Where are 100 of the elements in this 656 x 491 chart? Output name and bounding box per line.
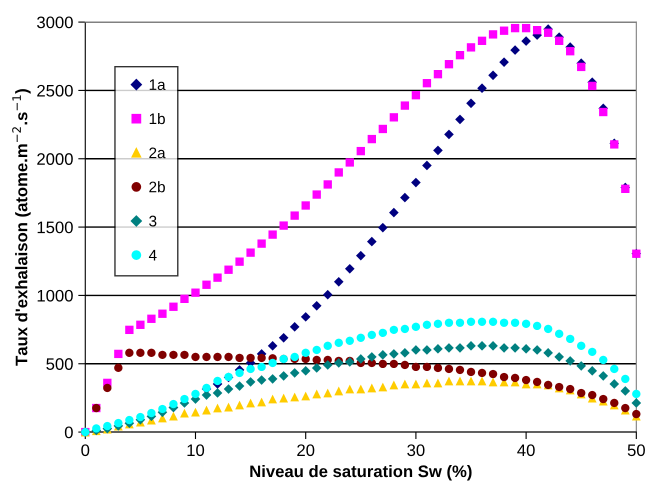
- point: [234, 381, 244, 391]
- point: [390, 360, 398, 368]
- point: [268, 341, 278, 351]
- point: [456, 318, 464, 327]
- point: [488, 70, 498, 80]
- point: [290, 322, 300, 332]
- point: [632, 398, 642, 408]
- point: [312, 390, 322, 398]
- point: [268, 374, 278, 384]
- point: [312, 363, 322, 373]
- point: [444, 60, 454, 68]
- point: [422, 362, 432, 372]
- point: [577, 342, 586, 350]
- point: [235, 257, 244, 266]
- point: [191, 352, 200, 362]
- point: [422, 160, 432, 170]
- x-tick-label: 20: [297, 444, 314, 456]
- point: [202, 390, 212, 400]
- legend-label: 3: [149, 216, 156, 226]
- point: [599, 108, 608, 116]
- point: [588, 348, 596, 356]
- point: [114, 418, 123, 428]
- point: [455, 114, 465, 124]
- point: [180, 294, 189, 303]
- point: [455, 343, 465, 353]
- point: [478, 376, 486, 386]
- point: [356, 250, 366, 260]
- point: [532, 26, 542, 34]
- legend-label: 2a: [149, 147, 166, 158]
- point: [390, 113, 398, 122]
- point: [510, 45, 520, 55]
- legend-label: 2b: [149, 181, 165, 192]
- point: [488, 370, 498, 378]
- point: [400, 360, 410, 370]
- point: [224, 266, 233, 274]
- point: [609, 379, 620, 389]
- point: [466, 98, 476, 108]
- point: [378, 360, 388, 368]
- y-tick-label: 1500: [38, 221, 73, 234]
- point: [367, 384, 376, 392]
- point: [599, 356, 608, 364]
- point: [169, 400, 178, 408]
- point: [158, 350, 167, 360]
- point: [576, 361, 586, 371]
- point: [621, 374, 630, 384]
- point: [334, 358, 344, 368]
- point: [555, 36, 564, 45]
- point: [478, 368, 486, 378]
- point: [312, 190, 321, 199]
- point: [400, 380, 410, 388]
- point: [488, 378, 498, 386]
- point: [356, 334, 365, 342]
- point: [279, 394, 288, 402]
- point: [324, 342, 332, 350]
- legend-label: 4: [148, 250, 157, 260]
- point: [477, 341, 487, 351]
- point: [422, 345, 432, 355]
- point: [522, 24, 530, 32]
- x-tick-label: 30: [407, 444, 425, 456]
- point: [499, 57, 509, 67]
- point: [434, 70, 442, 78]
- point: [191, 408, 200, 417]
- point: [114, 364, 123, 372]
- point: [566, 334, 574, 344]
- point: [444, 318, 454, 327]
- point: [324, 180, 332, 189]
- point: [521, 344, 531, 354]
- point: [246, 398, 255, 408]
- point: [368, 330, 376, 340]
- point: [213, 352, 222, 362]
- point: [412, 322, 420, 332]
- point: [466, 318, 476, 326]
- point: [158, 310, 167, 318]
- point: [378, 222, 388, 232]
- point: [334, 386, 344, 396]
- point: [543, 348, 553, 358]
- point: [411, 178, 421, 188]
- point: [434, 320, 442, 328]
- point: [488, 318, 498, 326]
- point: [478, 36, 486, 45]
- point: [235, 354, 244, 362]
- point: [213, 404, 222, 412]
- y-tick-label: 2000: [37, 153, 73, 165]
- point: [278, 332, 288, 343]
- point: [257, 398, 266, 406]
- point: [466, 376, 476, 386]
- point: [544, 324, 552, 334]
- legend-label: 1b: [150, 112, 165, 124]
- point: [191, 390, 200, 398]
- point: [246, 248, 255, 257]
- x-axis-title: Niveau de saturation Sw (%): [250, 464, 472, 481]
- point: [191, 288, 200, 297]
- point: [522, 376, 530, 384]
- point: [367, 352, 377, 362]
- point: [522, 320, 530, 328]
- point: [278, 371, 288, 381]
- point: [136, 348, 145, 357]
- point: [510, 24, 520, 32]
- point: [577, 62, 586, 72]
- point: [478, 318, 486, 326]
